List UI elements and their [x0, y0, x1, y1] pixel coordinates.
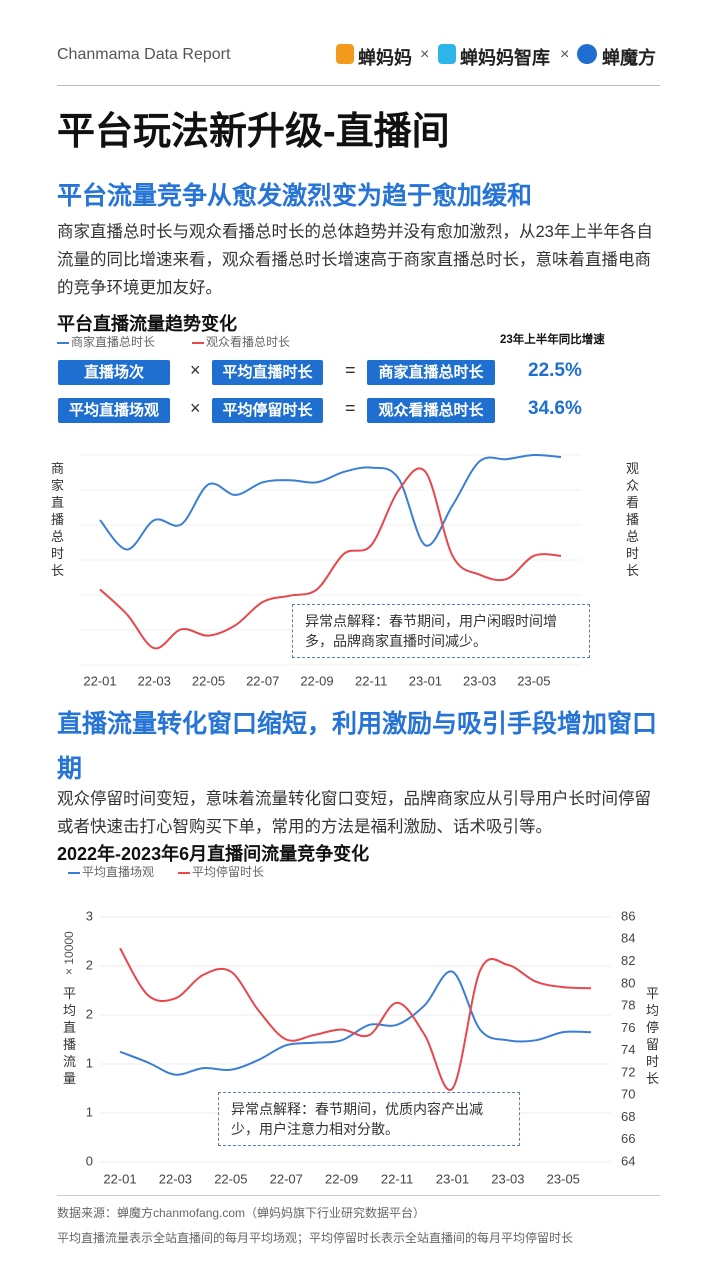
footnote: 平均直播流量表示全站直播间的每月平均场观；平均停留时长表示全站直播间的每月平均停…	[57, 1231, 574, 1245]
y2-tick-label: 68	[621, 1109, 635, 1124]
logo-sep: ×	[420, 46, 430, 63]
heading: 直播流量转化窗口缩短，利用激励与吸引手段增加窗口期	[57, 710, 658, 783]
heading: 平台流量竞争从愈发激烈变为趋于愈加缓和	[57, 182, 533, 210]
formula-box: 平均直播场观	[58, 398, 170, 423]
series-line	[99, 453, 562, 551]
footnote: 数据来源：蝉魔方chanmofang.com（蝉妈妈旗下行业研究数据平台）	[57, 1206, 426, 1220]
x-tick-label: 23-03	[491, 1171, 524, 1186]
y-axis-label: 商家直播总时长	[51, 461, 65, 578]
logo: 蝉魔方	[602, 48, 656, 68]
x-tick-label: 22-01	[83, 673, 116, 688]
y2-tick-label: 84	[621, 931, 635, 946]
logo-icon	[438, 44, 456, 64]
x-tick-label: 22-11	[355, 673, 387, 688]
y2-axis-label: 观众看播总时长	[626, 461, 640, 578]
x-tick-label: 22-07	[270, 1171, 303, 1186]
operator: ×	[190, 398, 201, 418]
series-line	[99, 467, 562, 650]
y-axis-label: 平均直播流量	[63, 986, 77, 1086]
paragraph: 观众停留时间变短，意味着流量转化窗口变短，品牌商家应从引导用户长时间停留或者快速…	[57, 790, 651, 836]
paragraph: 商家直播总时长与观众看播总时长的总体趋势并没有愈加激烈，从23年上半年各自流量的…	[57, 223, 653, 297]
series-line	[119, 947, 592, 1092]
growth-value: 22.5%	[528, 360, 582, 381]
logo: 蝉妈妈	[358, 48, 412, 68]
y-unit: × 10000	[62, 931, 76, 975]
y-tick-label: 1	[86, 1104, 93, 1119]
x-tick-label: 23-01	[436, 1171, 469, 1186]
chart-title: 2022年-2023年6月直播间流量竞争变化	[57, 844, 370, 864]
y-tick-label: 2	[86, 957, 93, 972]
rule	[57, 1195, 660, 1196]
y-tick-label: 3	[86, 908, 93, 923]
y2-tick-label: 72	[621, 1064, 635, 1079]
x-tick-label: 22-03	[138, 673, 171, 688]
y2-tick-label: 64	[621, 1153, 635, 1168]
operator: =	[345, 398, 356, 418]
legend-label: 商家直播总时长	[71, 334, 155, 349]
y2-tick-label: 70	[621, 1087, 635, 1102]
legend-label: 观众看播总时长	[206, 335, 290, 349]
x-tick-label: 22-05	[192, 673, 225, 688]
x-tick-label: 22-09	[325, 1171, 358, 1186]
y-tick-label: 1	[86, 1055, 93, 1070]
growth-title: 23年上半年同比增速	[500, 334, 605, 346]
growth-value: 34.6%	[528, 398, 582, 419]
formula-box: 直播场次	[58, 360, 170, 385]
y2-tick-label: 78	[621, 998, 635, 1013]
x-tick-label: 22-05	[214, 1171, 247, 1186]
y2-tick-label: 80	[621, 975, 635, 990]
chart-title: 平台直播流量趋势变化	[57, 314, 237, 334]
formula-box: 商家直播总时长	[367, 360, 495, 385]
formula-box: 平均停留时长	[212, 398, 323, 423]
y-tick-label: 0	[86, 1153, 93, 1168]
formula-box: 观众看播总时长	[367, 398, 495, 423]
x-tick-label: 22-11	[381, 1171, 413, 1186]
rule	[57, 85, 660, 86]
x-tick-label: 22-03	[159, 1171, 192, 1186]
title: 平台玩法新升级-直播间	[57, 111, 450, 153]
y2-tick-label: 82	[621, 953, 635, 968]
series-line	[119, 970, 592, 1076]
logo-icon	[336, 44, 354, 64]
y-tick-label: 2	[86, 1006, 93, 1021]
operator: ×	[190, 360, 201, 380]
y2-tick-label: 86	[621, 908, 635, 923]
legend-label: 平均直播场观	[82, 865, 154, 879]
annotation: 异常点解释：春节期间，用户闲暇时间增多，品牌商家直播时间减少。	[292, 604, 590, 658]
x-tick-label: 23-05	[547, 1171, 580, 1186]
y2-tick-label: 74	[621, 1042, 635, 1057]
x-tick-label: 22-07	[246, 673, 279, 688]
brand: Chanmama Data Report	[57, 46, 231, 63]
operator: =	[345, 360, 356, 380]
logo-sep: ×	[560, 46, 570, 63]
x-tick-label: 22-01	[103, 1171, 136, 1186]
y2-tick-label: 76	[621, 1020, 635, 1035]
x-tick-label: 23-01	[409, 673, 442, 688]
x-tick-label: 23-03	[463, 673, 496, 688]
annotation: 异常点解释：春节期间，优质内容产出减少，用户注意力相对分散。	[218, 1092, 520, 1146]
y2-axis-label: 平均停留时长	[646, 986, 660, 1086]
legend-label: 平均停留时长	[192, 864, 264, 879]
logo: 蝉妈妈智库	[460, 48, 550, 68]
x-tick-label: 22-09	[300, 673, 333, 688]
x-tick-label: 23-05	[517, 673, 550, 688]
y2-tick-label: 66	[621, 1131, 635, 1146]
logo-icon	[577, 44, 597, 64]
formula-box: 平均直播时长	[212, 360, 323, 385]
